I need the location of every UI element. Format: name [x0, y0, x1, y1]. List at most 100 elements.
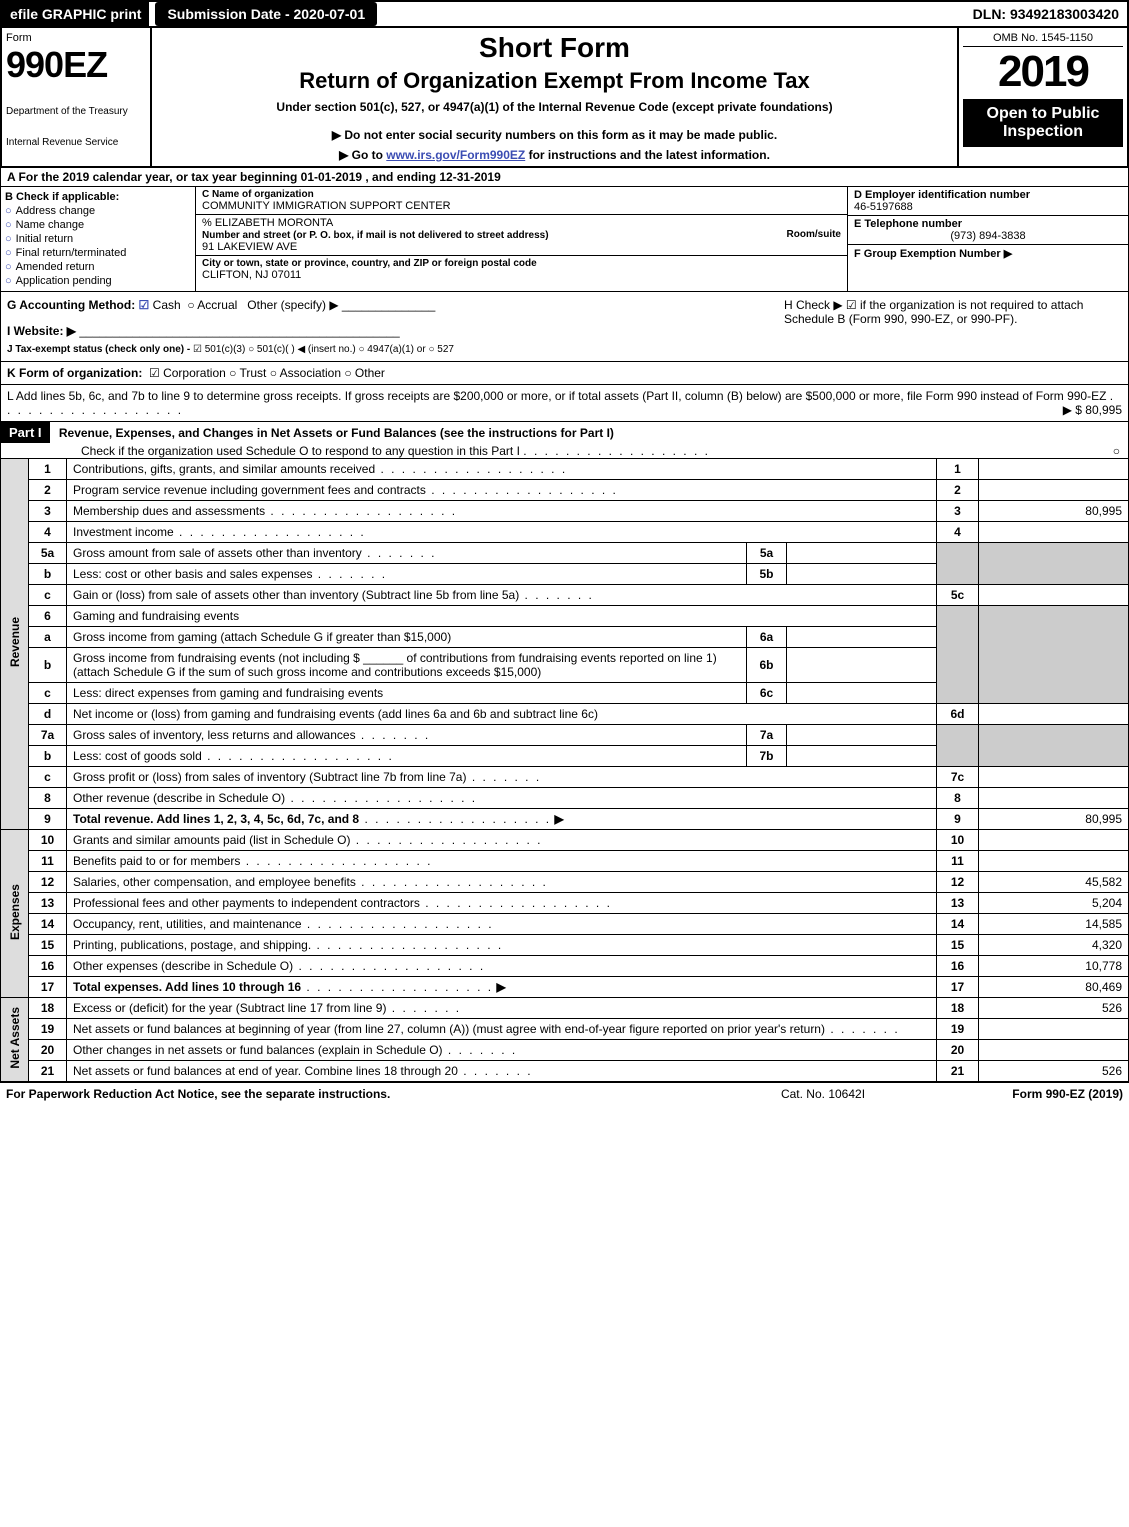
- footer: For Paperwork Reduction Act Notice, see …: [0, 1082, 1129, 1105]
- l10-num: 10: [29, 830, 67, 851]
- other-opt[interactable]: Other (specify) ▶: [247, 298, 338, 312]
- line-2: 2 Program service revenue including gove…: [1, 480, 1129, 501]
- h-column: H Check ▶ ☑ if the organization is not r…: [778, 292, 1128, 361]
- l4-desc: Investment income: [67, 522, 937, 543]
- footer-left: For Paperwork Reduction Act Notice, see …: [6, 1087, 723, 1101]
- k-options[interactable]: ☑ Corporation ○ Trust ○ Association ○ Ot…: [149, 366, 385, 380]
- l19-num: 19: [29, 1019, 67, 1040]
- dots-icon: [375, 462, 567, 476]
- l1-box: 1: [937, 459, 979, 480]
- line-20: 20 Other changes in net assets or fund b…: [1, 1040, 1129, 1061]
- l4-box: 4: [937, 522, 979, 543]
- l16-amt: 10,778: [979, 956, 1129, 977]
- l9-box: 9: [937, 809, 979, 830]
- efile-print-label[interactable]: efile GRAPHIC print: [2, 2, 149, 26]
- h-check-label[interactable]: H Check ▶ ☑ if the organization is not r…: [784, 298, 1083, 326]
- netassets-side-label: Net Assets: [1, 998, 29, 1082]
- line-4: 4 Investment income 4: [1, 522, 1129, 543]
- row-k: K Form of organization: ☑ Corporation ○ …: [0, 362, 1129, 385]
- l15-desc: Printing, publications, postage, and shi…: [67, 935, 937, 956]
- shade-7: [937, 725, 979, 767]
- form-number-box: Form 990EZ Department of the Treasury In…: [2, 28, 152, 166]
- dots-icon: [202, 749, 394, 763]
- l5a-num: 5a: [29, 543, 67, 564]
- city-value: CLIFTON, NJ 07011: [202, 269, 841, 281]
- dots-icon: [293, 959, 485, 973]
- l9-num: 9: [29, 809, 67, 830]
- dots-icon: [265, 504, 457, 518]
- omb-number: OMB No. 1545-1150: [963, 32, 1123, 47]
- i-label: I Website: ▶: [7, 324, 76, 338]
- l21-desc: Net assets or fund balances at end of ye…: [67, 1061, 937, 1082]
- l5b-inner-box: 5b: [747, 564, 787, 585]
- l7a-inner-amt: [787, 725, 937, 746]
- check-initial-return[interactable]: Initial return: [5, 233, 191, 245]
- dln-label: DLN: 93492183003420: [965, 2, 1127, 26]
- l6b-inner-box: 6b: [747, 648, 787, 683]
- l4-num: 4: [29, 522, 67, 543]
- l9-desc: Total revenue. Add lines 1, 2, 3, 4, 5c,…: [67, 809, 937, 830]
- irs-link[interactable]: www.irs.gov/Form990EZ: [386, 148, 525, 162]
- l13-desc: Professional fees and other payments to …: [67, 893, 937, 914]
- i-website: I Website: ▶ ___________________________…: [7, 324, 772, 338]
- b-header: B Check if applicable:: [5, 191, 191, 203]
- check-amended-return[interactable]: Amended return: [5, 261, 191, 273]
- l7a-num: 7a: [29, 725, 67, 746]
- l6b-inner-amt: [787, 648, 937, 683]
- dots-icon: [356, 728, 431, 742]
- shade-5: [937, 543, 979, 585]
- l3-num: 3: [29, 501, 67, 522]
- dots-icon: [386, 1001, 461, 1015]
- shade-7a: [979, 725, 1129, 767]
- phone-value: (973) 894-3838: [854, 230, 1122, 242]
- l12-num: 12: [29, 872, 67, 893]
- line-14: 14 Occupancy, rent, utilities, and maint…: [1, 914, 1129, 935]
- street-block: % ELIZABETH MORONTA Number and street (o…: [196, 215, 847, 256]
- l6a-desc: Gross income from gaming (attach Schedul…: [67, 627, 747, 648]
- l18-desc: Excess or (deficit) for the year (Subtra…: [67, 998, 937, 1019]
- check-final-return[interactable]: Final return/terminated: [5, 247, 191, 259]
- shade-6: [937, 606, 979, 704]
- line-17: 17 Total expenses. Add lines 10 through …: [1, 977, 1129, 998]
- l8-amt: [979, 788, 1129, 809]
- submission-date-button[interactable]: Submission Date - 2020-07-01: [155, 2, 377, 26]
- name-address-col: C Name of organization COMMUNITY IMMIGRA…: [196, 187, 848, 291]
- group-exemption-block: F Group Exemption Number ▶: [848, 245, 1128, 262]
- j-options[interactable]: ☑ 501(c)(3) ○ 501(c)( ) ◀ (insert no.) ○…: [193, 344, 454, 355]
- l13-amt: 5,204: [979, 893, 1129, 914]
- accrual-opt[interactable]: Accrual: [197, 298, 237, 312]
- open-inspection: Open to Public Inspection: [963, 99, 1123, 147]
- part-i-checkbox[interactable]: ○: [1113, 444, 1128, 458]
- city-label: City or town, state or province, country…: [202, 258, 841, 269]
- goto-post: for instructions and the latest informat…: [525, 148, 770, 162]
- dots-icon: [356, 875, 548, 889]
- l13-num: 13: [29, 893, 67, 914]
- check-address-change[interactable]: Address change: [5, 205, 191, 217]
- calendar-year-row: A For the 2019 calendar year, or tax yea…: [0, 168, 1129, 187]
- lines-table: Revenue 1 Contributions, gifts, grants, …: [0, 459, 1129, 1082]
- l6a-num: a: [29, 627, 67, 648]
- check-application-pending[interactable]: Application pending: [5, 275, 191, 287]
- l16-desc: Other expenses (describe in Schedule O): [67, 956, 937, 977]
- l2-amt: [979, 480, 1129, 501]
- l8-box: 8: [937, 788, 979, 809]
- line-18: Net Assets 18 Excess or (deficit) for th…: [1, 998, 1129, 1019]
- dots-icon: [458, 1064, 533, 1078]
- dots-icon: [350, 833, 542, 847]
- form-header: Form 990EZ Department of the Treasury In…: [0, 28, 1129, 168]
- l7a-desc: Gross sales of inventory, less returns a…: [67, 725, 747, 746]
- l20-desc: Other changes in net assets or fund bala…: [67, 1040, 937, 1061]
- l8-desc: Other revenue (describe in Schedule O): [67, 788, 937, 809]
- g-accounting: G Accounting Method: ☑ Cash ○ Accrual Ot…: [7, 298, 772, 312]
- cash-opt[interactable]: Cash: [153, 298, 181, 312]
- dept-treasury: Department of the Treasury: [6, 106, 146, 117]
- l5a-desc: Gross amount from sale of assets other t…: [67, 543, 747, 564]
- l6d-box: 6d: [937, 704, 979, 725]
- dots-icon: [443, 1043, 518, 1057]
- arrow-icon: ▶: [496, 980, 505, 994]
- l6c-desc: Less: direct expenses from gaming and fu…: [67, 683, 747, 704]
- l17-num: 17: [29, 977, 67, 998]
- check-name-change[interactable]: Name change: [5, 219, 191, 231]
- ssn-note: ▶ Do not enter social security numbers o…: [160, 128, 949, 142]
- shade-6a: [979, 606, 1129, 704]
